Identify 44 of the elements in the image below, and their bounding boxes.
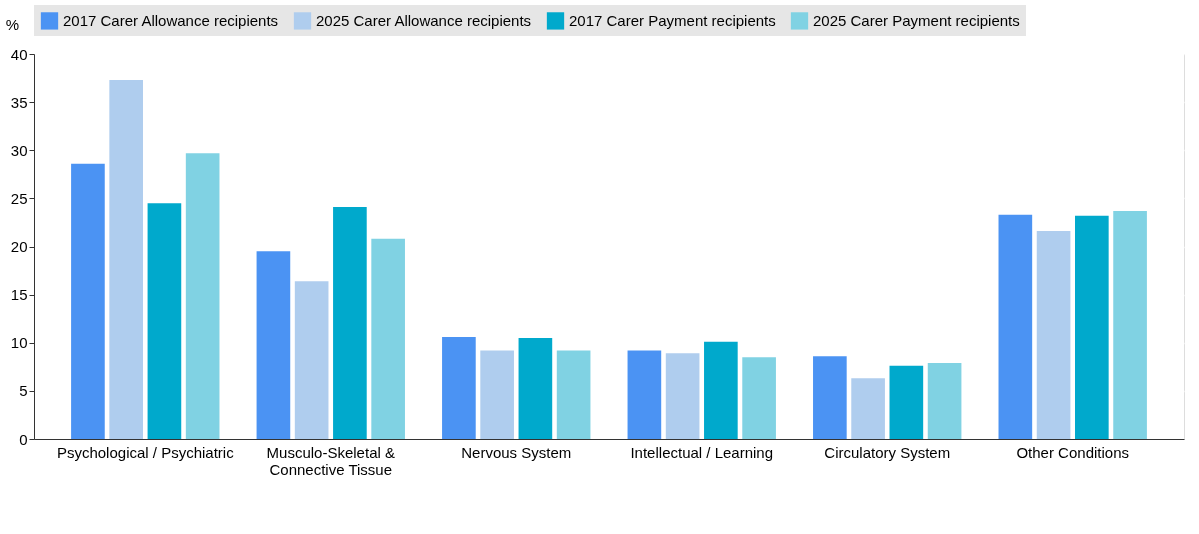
bar: [851, 378, 885, 439]
y-tick-label: 0: [19, 430, 28, 448]
bar: [442, 336, 476, 439]
x-tick-label: Nervous System: [461, 443, 572, 461]
bar: [742, 357, 776, 439]
y-axis-title: %: [5, 15, 20, 33]
y-tick-label: 35: [10, 93, 28, 111]
y-tick-label: 25: [10, 189, 28, 207]
x-tick-label: Psychological / Psychiatric: [56, 443, 235, 461]
y-tick-label: 10: [10, 334, 28, 352]
y-tick-label: 30: [10, 141, 28, 159]
bar: [813, 356, 847, 439]
bar: [889, 365, 924, 439]
bar: [480, 350, 514, 439]
legend-label: 2017 Carer Payment recipients: [569, 11, 776, 29]
bar: [998, 214, 1033, 439]
y-tick-label: 15: [10, 286, 28, 304]
bar: [927, 362, 962, 439]
legend-label: 2025 Carer Allowance recipients: [316, 11, 532, 29]
bar: [1075, 215, 1109, 439]
bar: [256, 251, 291, 439]
bar: [1113, 210, 1147, 439]
bar: [185, 153, 220, 439]
bar: [556, 350, 591, 439]
bar: [71, 163, 105, 439]
bar: [333, 207, 367, 439]
bar: [147, 203, 182, 439]
y-tick-label: 40: [10, 45, 28, 63]
legend-label: 2025 Carer Payment recipients: [813, 11, 1020, 29]
bar: [627, 350, 662, 439]
y-tick-label: 5: [19, 382, 28, 400]
bar: [1036, 231, 1071, 439]
bar: [294, 281, 329, 439]
x-tick-label: Other Conditions: [1016, 443, 1129, 461]
y-tick-label: 20: [10, 238, 28, 255]
x-tick-label: Intellectual / Learning: [630, 443, 774, 461]
bar: [665, 353, 700, 439]
bar: [109, 79, 143, 439]
x-tick-label: Circulatory System: [824, 443, 951, 461]
legend-label: 2017 Carer Allowance recipients: [63, 11, 279, 29]
bar: [704, 341, 738, 439]
x-tick-label: Musculo-Skeletal & Connective Tissue: [266, 443, 395, 478]
bar: [518, 337, 553, 439]
bar: [371, 238, 405, 439]
